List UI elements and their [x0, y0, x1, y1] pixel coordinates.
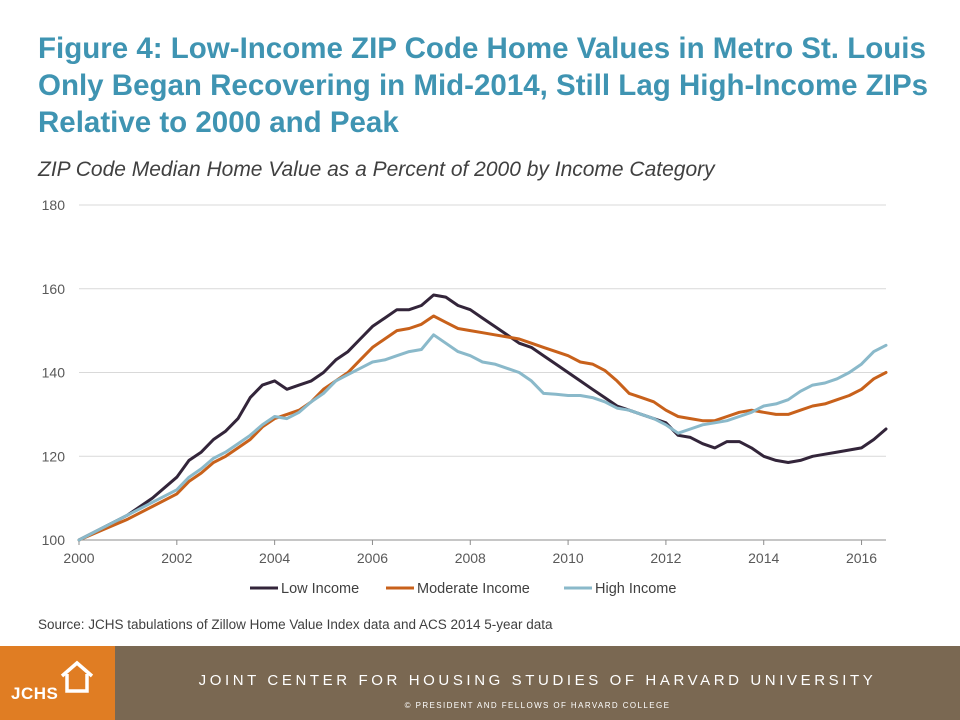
series-line-low-income	[77, 293, 888, 542]
logo-text: JCHS	[11, 684, 59, 703]
legend-moderate-income-label: Moderate Income	[417, 581, 530, 597]
house-icon	[60, 660, 94, 693]
y-tick-label: 160	[42, 281, 66, 297]
x-tick-label: 2014	[748, 550, 779, 566]
footer-bar: JCHS JOINT CENTER FOR HOUSING STUDIES OF…	[0, 646, 960, 720]
series-line-high-income	[77, 333, 888, 542]
line-chart: 100 120 140 160 180 2000 2002 2004 2006 2008 2010…	[42, 197, 888, 597]
chart-subtitle: ZIP Code Median Home Value as a Percent …	[38, 158, 715, 181]
source-note: Source: JCHS tabulations of Zillow Home …	[38, 617, 553, 632]
y-tick-label: 140	[42, 365, 66, 381]
gridlines	[79, 204, 886, 457]
series-line-moderate-income	[77, 314, 888, 542]
legend-low-income-label: Low Income	[281, 581, 359, 597]
y-tick-label: 100	[42, 532, 66, 548]
x-axis	[78, 539, 886, 545]
x-tick-label: 2000	[63, 550, 94, 566]
x-tick-label: 2016	[846, 550, 877, 566]
organization-name: JOINT CENTER FOR HOUSING STUDIES OF HARV…	[198, 672, 877, 689]
x-tick-label: 2012	[650, 550, 681, 566]
x-tick-label: 2004	[259, 550, 290, 566]
legend: Low Income Moderate Income High Income	[250, 581, 676, 597]
x-tick-label: 2002	[161, 550, 192, 566]
jchs-logo: JCHS	[0, 646, 115, 720]
y-tick-label: 120	[42, 448, 66, 464]
figure-title: Figure 4: Low-Income ZIP Code Home Value…	[38, 32, 929, 139]
x-tick-label: 2006	[357, 550, 388, 566]
copyright-notice: © PRESIDENT AND FELLOWS OF HARVARD COLLE…	[404, 701, 671, 710]
y-axis-tick-labels: 100 120 140 160 180	[42, 197, 66, 548]
legend-high-income-label: High Income	[595, 581, 676, 597]
x-tick-label: 2010	[553, 550, 584, 566]
x-tick-label: 2008	[455, 550, 486, 566]
series-lines	[77, 293, 888, 542]
x-axis-tick-labels: 2000 2002 2004 2006 2008 2010 2012 2014 2016	[63, 550, 877, 566]
y-tick-label: 180	[42, 197, 66, 213]
